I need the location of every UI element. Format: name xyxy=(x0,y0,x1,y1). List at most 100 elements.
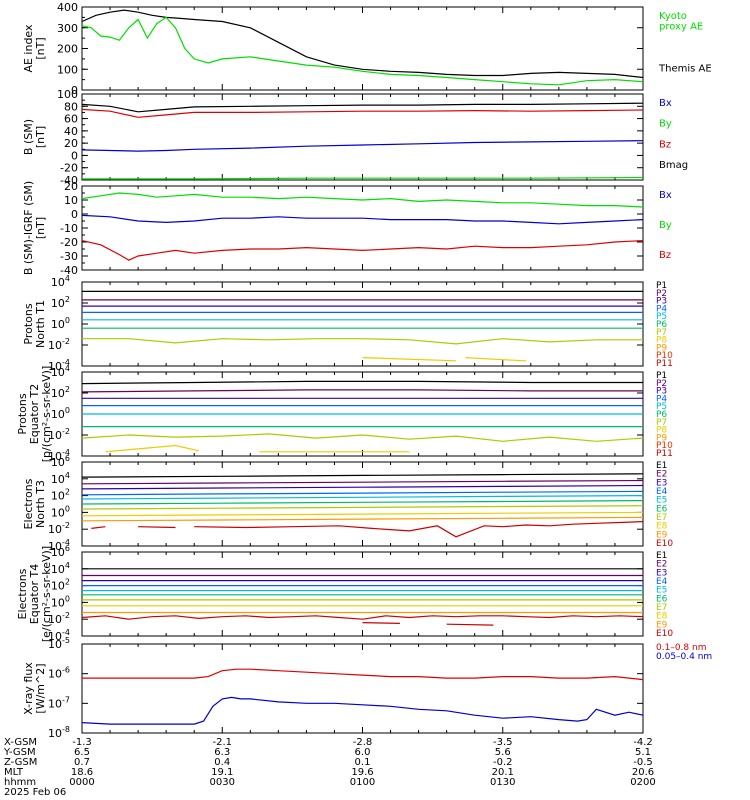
y-tick-label: 102 xyxy=(51,385,70,400)
legend-label: P6 xyxy=(656,320,667,330)
y-tick-exponent: 6 xyxy=(65,544,70,553)
y-tick-label: 10-4 xyxy=(48,448,70,463)
x-tick-value: 0030 xyxy=(210,777,235,788)
legend-label: E6 xyxy=(656,594,668,604)
legend-label: P9 xyxy=(656,433,667,443)
y-tick-exponent: -6 xyxy=(62,666,70,675)
y-axis-title-line: [W/m^2] xyxy=(34,663,47,713)
x-tick-value: 0.1 xyxy=(355,757,371,768)
y-tick-base: 10 xyxy=(48,613,62,626)
y-tick-base: 10 xyxy=(51,408,65,421)
y-axis-title-line: [nT] xyxy=(34,126,47,148)
y-tick-base: 10 xyxy=(51,276,65,289)
legend-label: P8 xyxy=(656,336,667,346)
x-tick-value: -4.2 xyxy=(633,737,653,748)
legend-label: proxy AE xyxy=(659,22,703,33)
legend-label: By xyxy=(659,119,672,130)
series-line-e9 xyxy=(81,516,644,522)
legend-label: 0.05–0.4 nm xyxy=(656,652,712,662)
x-tick-value: 0130 xyxy=(490,777,515,788)
series-line-bz xyxy=(81,108,644,118)
panel-frame xyxy=(81,6,644,91)
y-tick-base: 10 xyxy=(48,523,62,536)
x-tick-value: 0200 xyxy=(630,777,655,788)
legend-label: Themis AE xyxy=(658,64,712,75)
y-tick-base: 10 xyxy=(48,727,62,740)
series-line-bz xyxy=(81,240,644,261)
series-line-e1 xyxy=(81,473,644,478)
y-tick-label: 100 xyxy=(51,504,70,519)
y-tick-label: 10 xyxy=(64,194,78,207)
y-tick-exponent: 2 xyxy=(65,295,70,304)
x-tick-value: 0000 xyxy=(69,777,94,788)
y-tick-base: 10 xyxy=(51,596,65,609)
y-tick-base: 10 xyxy=(51,546,65,559)
y-tick-label: -10 xyxy=(60,222,78,235)
series-line-e6 xyxy=(81,500,644,505)
y-tick-label: 10-2 xyxy=(48,611,70,626)
panel-xray-flux: 10-510-610-710-8X-ray flux [W/m^2]0.1–0.8… xyxy=(22,636,712,740)
legend-label: E10 xyxy=(656,539,673,549)
y-tick-label: 20 xyxy=(64,180,78,193)
y-axis-title-line: [nT] xyxy=(34,37,47,59)
y-tick-label: 104 xyxy=(51,364,70,379)
legend-label: Bz xyxy=(659,139,671,150)
y-axis-title-line: North T1 xyxy=(34,300,47,348)
y-tick-label: 104 xyxy=(51,471,70,486)
y-tick-exponent: 2 xyxy=(65,488,70,497)
y-axis-title-line: Protons xyxy=(22,303,35,344)
x-row-label-hhmm: hhmm xyxy=(4,777,36,788)
y-axis-title-line: Equator T2 xyxy=(28,384,41,444)
y-tick-label: 106 xyxy=(51,544,70,559)
y-tick-label: 400 xyxy=(57,1,78,14)
y-tick-exponent: -7 xyxy=(62,695,70,704)
legend-label: E2 xyxy=(656,470,667,480)
series-line-e3 xyxy=(81,484,644,490)
legend-label: P5 xyxy=(656,402,667,412)
y-tick-base: 10 xyxy=(48,429,62,442)
y-axis-title-line: Electrons xyxy=(16,568,29,619)
legend-label: E7 xyxy=(656,603,667,613)
series-line-e2 xyxy=(81,479,644,485)
y-tick-exponent: -4 xyxy=(62,358,70,367)
y-tick-base: 10 xyxy=(51,387,65,400)
legend-label: P11 xyxy=(656,359,673,369)
y-tick-label: 102 xyxy=(51,488,70,503)
series-line-themis-ae xyxy=(81,9,644,79)
legend-label: Bz xyxy=(659,250,671,261)
y-tick-label: 60 xyxy=(64,113,78,126)
y-tick-exponent: -4 xyxy=(62,538,70,547)
y-tick-label: 100 xyxy=(57,88,78,101)
series-line-0-1-0-8-nm xyxy=(82,668,644,681)
legend-label: P10 xyxy=(656,351,673,361)
y-tick-label: -20 xyxy=(60,236,78,249)
x-tick-value: 19.6 xyxy=(351,767,373,778)
legend-label: P2 xyxy=(656,379,667,389)
y-tick-exponent: 0 xyxy=(65,316,70,325)
x-tick-value: 5.1 xyxy=(635,747,651,758)
y-tick-label: 10-2 xyxy=(48,337,70,352)
series-line-e5 xyxy=(81,495,644,500)
y-tick-base: 10 xyxy=(51,366,65,379)
y-tick-label: 20 xyxy=(64,137,78,150)
y-tick-exponent: -2 xyxy=(62,337,70,346)
y-tick-exponent: 4 xyxy=(65,561,70,570)
x-axis-table: X-GSM Y-GSM Z-GSM MLT hhmm 2025 Feb 06 -… xyxy=(3,737,656,798)
x-tick-value: -1.3 xyxy=(72,737,92,748)
y-tick-label: 10-4 xyxy=(48,358,70,373)
legend-label: E5 xyxy=(656,496,667,506)
y-tick-label: 100 xyxy=(57,63,78,76)
x-row-label-zgsm: Z-GSM xyxy=(4,757,37,768)
legend-label: E1 xyxy=(656,461,667,471)
legend-label: P5 xyxy=(656,312,667,322)
y-tick-label: 10-7 xyxy=(48,695,70,710)
y-tick-label: 10-2 xyxy=(48,427,70,442)
legend-label: E10 xyxy=(656,629,673,639)
